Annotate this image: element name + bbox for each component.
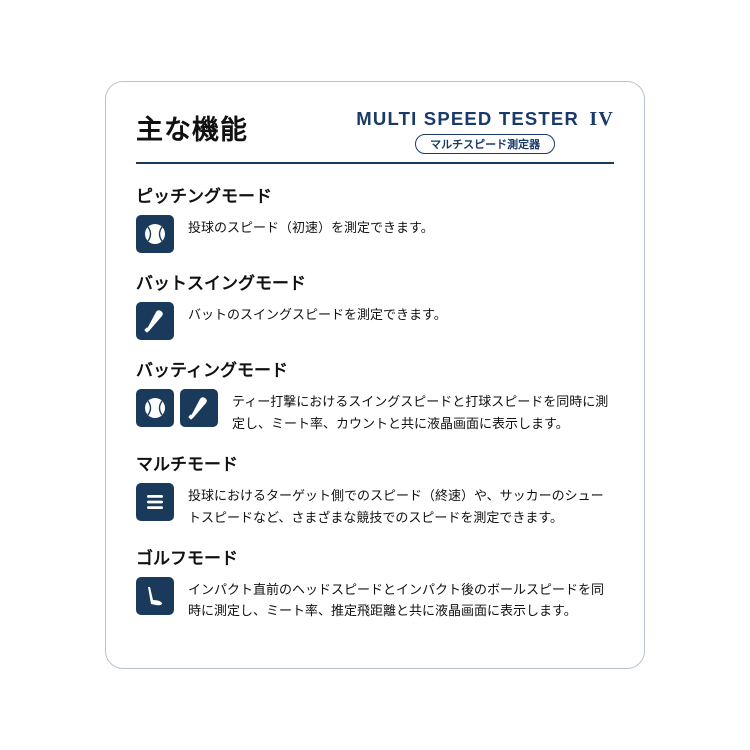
multi-icon xyxy=(136,483,174,521)
ball-icon xyxy=(136,389,174,427)
mode-description: インパクト直前のヘッドスピードとインパクト後のボールスピードを同時に測定し、ミー… xyxy=(188,577,614,622)
golf-icon xyxy=(136,577,174,615)
mode-icons xyxy=(136,215,174,253)
main-title: 主な機能 xyxy=(136,108,248,147)
mode-description: 投球のスピード（初速）を測定できます。 xyxy=(188,215,434,238)
mode-body: 投球におけるターゲット側でのスピード（終速）や、サッカーのシュートスピードなど、… xyxy=(136,483,614,528)
mode-description: バットのスイングスピードを測定できます。 xyxy=(188,302,447,325)
mode-title: マルチモード xyxy=(136,450,614,475)
product-name: MULTI SPEED TESTER IV xyxy=(356,108,614,131)
mode-title: バットスイングモード xyxy=(136,269,614,294)
mode-icons xyxy=(136,483,174,521)
mode-item: ピッチングモード投球のスピード（初速）を測定できます。 xyxy=(136,182,614,253)
product-name-text: MULTI SPEED TESTER xyxy=(356,108,579,129)
mode-item: バットスイングモードバットのスイングスピードを測定できます。 xyxy=(136,269,614,340)
product-roman: IV xyxy=(589,108,614,130)
feature-card: 主な機能 MULTI SPEED TESTER IV マルチスピード測定器 ピッ… xyxy=(105,81,645,669)
mode-body: バットのスイングスピードを測定できます。 xyxy=(136,302,614,340)
bat-icon xyxy=(136,302,174,340)
mode-title: バッティングモード xyxy=(136,356,614,381)
ball-icon xyxy=(136,215,174,253)
product-block: MULTI SPEED TESTER IV マルチスピード測定器 xyxy=(356,108,614,154)
mode-item: マルチモード投球におけるターゲット側でのスピード（終速）や、サッカーのシュートス… xyxy=(136,450,614,528)
modes-list: ピッチングモード投球のスピード（初速）を測定できます。バットスイングモードバット… xyxy=(136,182,614,622)
mode-body: ティー打撃におけるスイングスピードと打球スピードを同時に測定し、ミート率、カウン… xyxy=(136,389,614,434)
mode-item: バッティングモードティー打撃におけるスイングスピードと打球スピードを同時に測定し… xyxy=(136,356,614,434)
mode-title: ピッチングモード xyxy=(136,182,614,207)
mode-body: インパクト直前のヘッドスピードとインパクト後のボールスピードを同時に測定し、ミー… xyxy=(136,577,614,622)
mode-description: ティー打撃におけるスイングスピードと打球スピードを同時に測定し、ミート率、カウン… xyxy=(232,389,614,434)
header: 主な機能 MULTI SPEED TESTER IV マルチスピード測定器 xyxy=(136,108,614,164)
mode-icons xyxy=(136,577,174,615)
mode-icons xyxy=(136,302,174,340)
mode-title: ゴルフモード xyxy=(136,544,614,569)
mode-item: ゴルフモードインパクト直前のヘッドスピードとインパクト後のボールスピードを同時に… xyxy=(136,544,614,622)
mode-description: 投球におけるターゲット側でのスピード（終速）や、サッカーのシュートスピードなど、… xyxy=(188,483,614,528)
mode-icons xyxy=(136,389,218,427)
bat-icon xyxy=(180,389,218,427)
product-subtitle: マルチスピード測定器 xyxy=(415,134,555,154)
mode-body: 投球のスピード（初速）を測定できます。 xyxy=(136,215,614,253)
